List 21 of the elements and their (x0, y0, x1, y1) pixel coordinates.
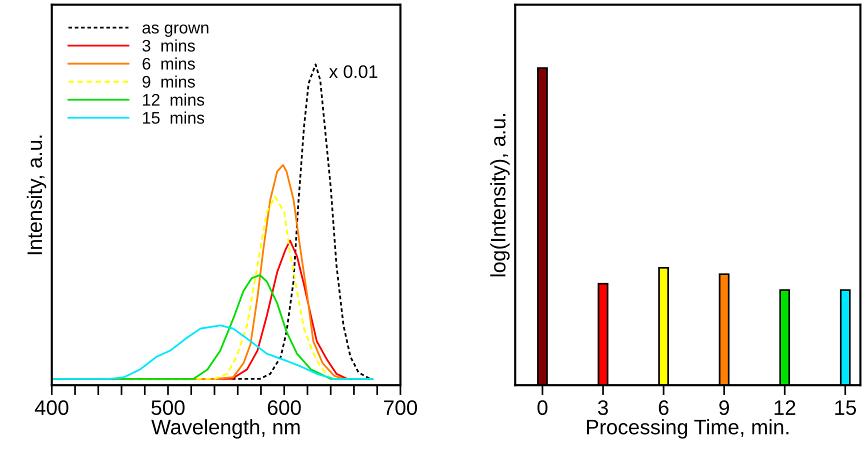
x-tick-label: 12 (774, 400, 796, 415)
x-tick-label: 9 (719, 400, 729, 416)
x-tick-label: 6 (658, 400, 668, 416)
x-tick-label: 3 (598, 400, 608, 416)
y-axis-title: Intensity, a.u. (26, 136, 46, 254)
x-tick-label: 500 (151, 400, 185, 416)
x-tick-label: 0 (537, 400, 548, 416)
legend-label: as grown (142, 24, 208, 37)
x-axis-title: Processing Time, min. (587, 419, 788, 439)
x-tick-label: 400 (34, 400, 68, 416)
x-tick-label: 600 (268, 400, 301, 416)
legend-label: 9 mins (142, 75, 195, 88)
legend-label: 15 mins (143, 112, 204, 124)
annotation: x 0.01 (329, 65, 378, 78)
legend-label: 3 mins (142, 39, 195, 52)
x-tick-label: 15 (835, 400, 856, 416)
x-tick-label: 700 (384, 400, 417, 416)
legend-label: 12 mins (143, 93, 204, 106)
y-axis-title: log(Intensity), a.u. (490, 114, 510, 276)
x-axis-title: Wavelength, nm (151, 419, 300, 439)
legend-label: 6 mins (142, 57, 195, 70)
